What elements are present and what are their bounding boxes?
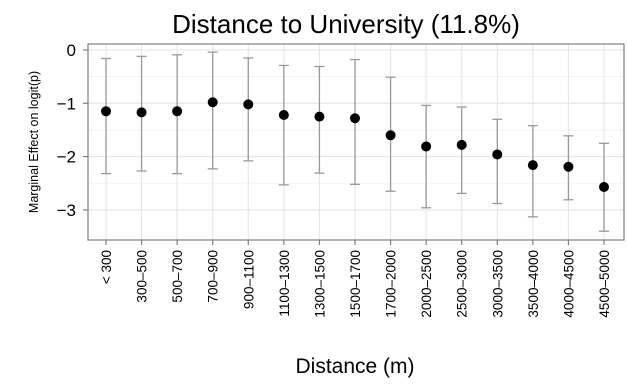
data-point <box>599 181 609 192</box>
data-point <box>136 107 147 118</box>
y-tick-label: −3 <box>57 201 76 220</box>
x-axis: < 300 300–500 500–700 700–900 900–1100 1100–1… <box>99 240 612 318</box>
x-tick-label: 300–500 <box>135 250 150 303</box>
data-point <box>243 99 254 110</box>
plot-background <box>88 44 624 240</box>
y-axis: 0 −1 −2 −3 <box>57 41 88 220</box>
x-tick-label: 1100–1300 <box>277 250 292 317</box>
data-point <box>278 110 289 121</box>
errorbar-layer <box>101 51 609 232</box>
point-layer <box>101 97 609 192</box>
data-point <box>456 139 467 150</box>
x-axis-label: Distance (m) <box>295 355 414 378</box>
x-tick-label: 3000–3500 <box>490 250 505 318</box>
data-point <box>101 106 111 117</box>
data-point <box>172 106 183 117</box>
x-tick-label: < 300 <box>99 250 114 284</box>
chart-title: Distance to University (11.8%) <box>172 9 520 39</box>
plot-frame <box>87 43 625 241</box>
data-point <box>314 111 325 122</box>
x-tick-label: 4500–5000 <box>597 250 612 318</box>
data-point <box>350 113 360 124</box>
x-tick-label: 900–1100 <box>241 250 256 309</box>
y-axis-label: Marginal Effect on logit(p) <box>27 71 41 213</box>
x-tick-label: 1500–1700 <box>348 250 363 318</box>
x-tick-label: 1700–2000 <box>384 250 399 318</box>
y-tick-label: −2 <box>57 148 76 167</box>
x-tick-label: 1300–1500 <box>312 250 327 318</box>
data-point <box>527 160 538 171</box>
x-tick-label: 700–900 <box>206 250 221 303</box>
x-tick-label: 4000–4500 <box>561 250 576 318</box>
y-tick-label: −1 <box>57 94 76 113</box>
data-point <box>207 97 218 108</box>
x-tick-label: 500–700 <box>170 250 185 303</box>
y-tick-label: 0 <box>67 41 76 60</box>
x-tick-label: 3500–4000 <box>526 250 541 318</box>
data-point <box>563 161 574 172</box>
data-point <box>385 130 396 141</box>
x-tick-label: 2500–3000 <box>455 250 470 318</box>
data-point <box>492 149 503 160</box>
x-tick-label: 2000–2500 <box>419 250 434 318</box>
data-point <box>421 141 432 152</box>
